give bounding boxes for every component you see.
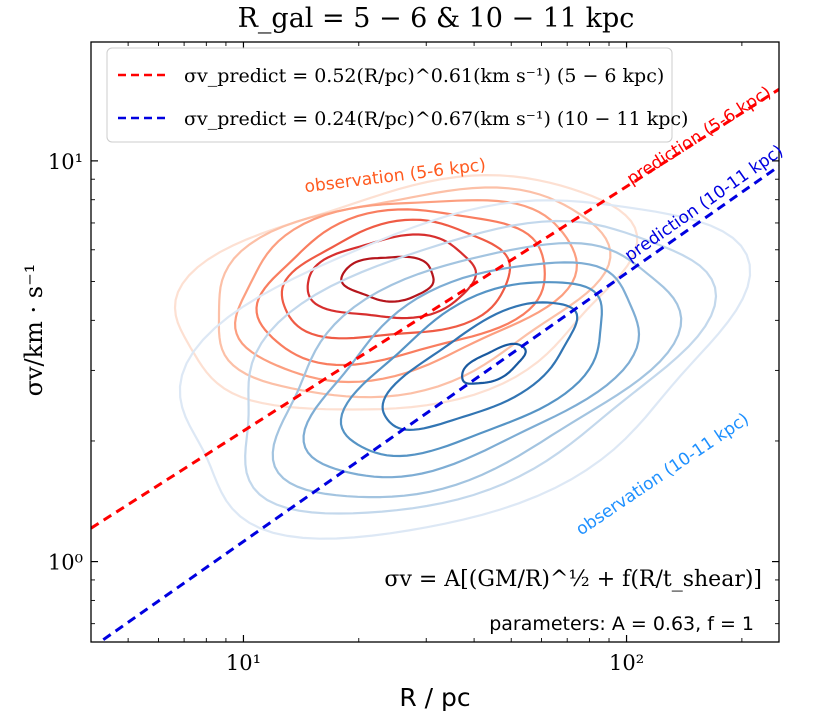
prediction-line-5-6 xyxy=(91,88,779,530)
contour-10-11-level-5 xyxy=(339,281,603,458)
contour-10-11-level-2 xyxy=(244,219,718,515)
legend: σv_predict = 0.52(R/pc)^0.61(km s⁻¹) (5 … xyxy=(106,47,688,143)
plot-frame xyxy=(90,41,780,643)
contour-10-11-level-6 xyxy=(381,301,579,432)
x-tick-label: 10¹ xyxy=(226,651,261,675)
parameters-text: parameters: A = 0.63, f = 1 xyxy=(489,613,754,635)
contour-5-6-level-5 xyxy=(280,218,512,340)
contours xyxy=(173,173,752,540)
y-tick-label: 10¹ xyxy=(48,150,83,174)
contour-5-6-level-7 xyxy=(340,255,435,303)
legend-label-5-6: σv_predict = 0.52(R/pc)^0.61(km s⁻¹) (5 … xyxy=(184,65,664,87)
prediction-lines xyxy=(91,88,779,642)
contour-5-6-level-2 xyxy=(217,186,612,399)
formula: σv = A[(GM/R)^½ + f(R/t_shear)] xyxy=(384,567,762,592)
y-axis-label: σv/km · s⁻¹ xyxy=(20,264,48,397)
x-tick-label: 10² xyxy=(609,651,644,675)
axis-ticks: 10¹ 10² 10⁰ 10¹ xyxy=(48,42,779,675)
contour-10-11-level-4 xyxy=(302,261,641,479)
prediction-line-10-11 xyxy=(97,164,779,642)
contour-5-6-level-4 xyxy=(255,208,546,367)
x-axis-label: R / pc xyxy=(399,683,470,712)
contour-10-11-level-7 xyxy=(460,342,527,385)
y-tick-label: 10⁰ xyxy=(48,551,83,575)
annotation-observation-10-11: observation (10-11 kpc) xyxy=(573,409,753,540)
contour-5-6-level-6 xyxy=(306,233,478,320)
contour-5-6-level-1 xyxy=(173,173,639,411)
chart-title: R_gal = 5 − 6 & 10 − 11 kpc xyxy=(238,3,635,34)
legend-box xyxy=(106,47,673,143)
legend-label-10-11: σv_predict = 0.24(R/pc)^0.67(km s⁻¹) (10… xyxy=(184,108,688,130)
contour-10-11-level-1 xyxy=(178,199,752,540)
contour-5-6-level-3 xyxy=(233,199,579,384)
